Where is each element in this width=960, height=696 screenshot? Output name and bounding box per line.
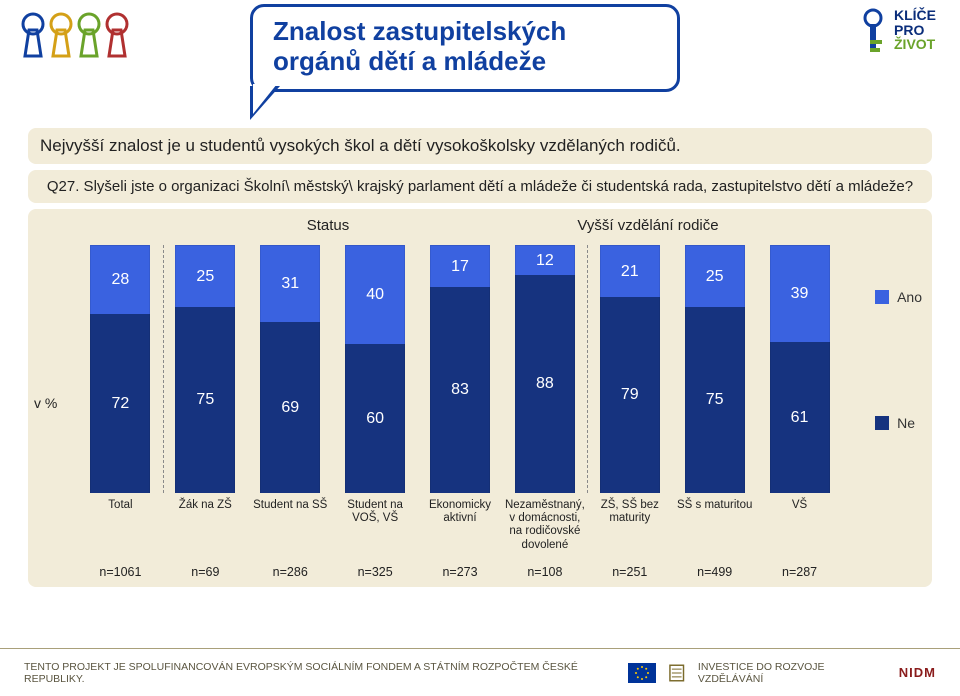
n-label: n=287: [757, 565, 842, 579]
eu-flag-icon: [628, 663, 656, 683]
title-bubble: Znalost zastupitelských orgánů dětí a ml…: [250, 4, 680, 92]
section-education: Vyšší vzdělání rodiče: [508, 217, 788, 234]
n-label: n=286: [248, 565, 333, 579]
footer-left: TENTO PROJEKT JE SPOLUFINANCOVÁN EVROPSK…: [24, 661, 628, 685]
section-divider-right: [587, 245, 588, 493]
bar-seg-no: 60: [345, 344, 405, 493]
y-axis-label: v %: [34, 395, 57, 411]
n-label: n=499: [672, 565, 757, 579]
x-label: ZŠ, SŠ bez maturity: [587, 499, 672, 552]
keyhole-logo: [20, 12, 130, 58]
section-labels: Status Vyšší vzdělání rodiče: [148, 217, 932, 234]
footer: TENTO PROJEKT JE SPOLUFINANCOVÁN EVROPSK…: [0, 648, 960, 696]
question-box: Q27. Slyšeli jste o organizaci Školní\ m…: [28, 170, 932, 203]
bar-seg-yes: 25: [685, 245, 745, 307]
bar-seg-yes: 17: [430, 245, 490, 287]
bar-seg-yes: 31: [260, 245, 320, 322]
x-label: Žák na ZŠ: [163, 499, 248, 552]
content: Nejvyšší znalost je u studentů vysokých …: [28, 128, 932, 628]
x-label: Total: [78, 499, 163, 552]
bar-col: 2575: [163, 245, 248, 493]
title-line-2: orgánů dětí a mládeže: [273, 47, 657, 77]
bar-seg-yes: 12: [515, 245, 575, 275]
x-label: VŠ: [757, 499, 842, 552]
footer-invest: INVESTICE DO ROZVOJE VZDĚLÁVÁNÍ: [698, 661, 887, 685]
klice-l3: ŽIVOT: [894, 37, 936, 52]
n-label: n=1061: [78, 565, 163, 579]
bar-col: 2179: [587, 245, 672, 493]
bar-seg-no: 88: [515, 275, 575, 493]
bar-seg-no: 83: [430, 287, 490, 493]
bar-seg-yes: 28: [90, 245, 150, 314]
bar-seg-yes: 21: [600, 245, 660, 297]
footer-right: INVESTICE DO ROZVOJE VZDĚLÁVÁNÍ NIDM: [628, 661, 936, 685]
legend: Ano Ne: [875, 289, 922, 541]
bar-col: 1783: [418, 245, 503, 493]
chart-panel: Status Vyšší vzdělání rodiče v % 2872257…: [28, 209, 932, 587]
x-label: Student na VOŠ, VŠ: [333, 499, 418, 552]
bar-seg-yes: 25: [175, 245, 235, 307]
bar-col: 4060: [333, 245, 418, 493]
bars-row: 287225753169406017831288217925753961: [78, 245, 842, 493]
key-icon: [858, 8, 888, 56]
bar-seg-no: 79: [600, 297, 660, 493]
bubble-tail-inner: [253, 84, 277, 114]
n-label: n=69: [163, 565, 248, 579]
section-divider-left: [163, 245, 164, 493]
bar-col: 1288: [502, 245, 587, 493]
n-labels: n=1061n=69n=286n=325n=273n=108n=251n=499…: [78, 565, 842, 579]
klice-l1: KLÍČE: [894, 8, 936, 23]
bar-seg-no: 75: [175, 307, 235, 493]
x-label: Nezaměstnaný, v domácnosti, na rodičovsk…: [502, 499, 587, 552]
section-status: Status: [148, 217, 508, 234]
msmt-icon: [668, 663, 685, 683]
bar-seg-yes: 39: [770, 245, 830, 342]
bar-seg-no: 69: [260, 322, 320, 493]
header: Znalost zastupitelských orgánů dětí a ml…: [0, 0, 960, 120]
legend-swatch-yes: [875, 290, 889, 304]
klice-logo: KLÍČE PRO ŽIVOT: [858, 8, 936, 56]
legend-swatch-no: [875, 416, 889, 430]
n-label: n=273: [418, 565, 503, 579]
bar-seg-no: 75: [685, 307, 745, 493]
bar-seg-no: 61: [770, 342, 830, 493]
legend-no: Ne: [897, 415, 915, 431]
n-label: n=108: [502, 565, 587, 579]
bar-col: 2575: [672, 245, 757, 493]
bar-col: 3169: [248, 245, 333, 493]
x-labels: TotalŽák na ZŠStudent na SŠStudent na VO…: [78, 499, 842, 552]
title-line-1: Znalost zastupitelských: [273, 17, 657, 47]
bar-seg-yes: 40: [345, 245, 405, 344]
n-label: n=251: [587, 565, 672, 579]
bar-col: 2872: [78, 245, 163, 493]
bar-seg-no: 72: [90, 314, 150, 493]
nidm-logo: NIDM: [899, 665, 936, 680]
n-label: n=325: [333, 565, 418, 579]
x-label: Student na SŠ: [248, 499, 333, 552]
legend-yes: Ano: [897, 289, 922, 305]
x-label: SŠ s maturitou: [672, 499, 757, 552]
x-label: Ekonomicky aktivní: [418, 499, 503, 552]
highlight-box: Nejvyšší znalost je u studentů vysokých …: [28, 128, 932, 164]
bar-col: 3961: [757, 245, 842, 493]
